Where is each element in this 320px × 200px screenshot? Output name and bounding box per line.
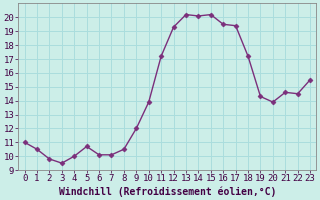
X-axis label: Windchill (Refroidissement éolien,°C): Windchill (Refroidissement éolien,°C) <box>59 186 276 197</box>
